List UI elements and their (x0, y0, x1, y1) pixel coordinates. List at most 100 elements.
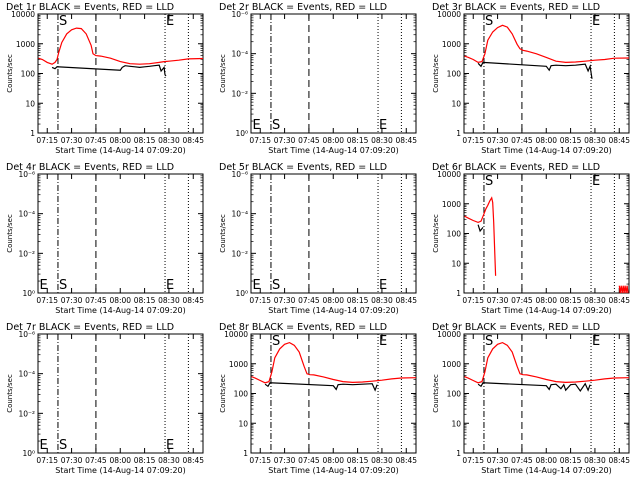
series-events (477, 382, 591, 393)
panel-det8: Det 8r BLACK = Events, RED = LLD 1 10 100 10… (219, 322, 417, 475)
y-axis-label: Counts/sec (6, 374, 14, 413)
x-tick-label: 08:30 (158, 296, 180, 305)
series-events (264, 382, 378, 392)
marker-E-left: E (252, 118, 260, 133)
marker-S: S (485, 334, 493, 349)
x-tick-label: 07:30 (61, 296, 83, 305)
x-tick-label: 08:45 (182, 296, 204, 305)
marker-S: S (59, 438, 67, 453)
y-tick-label: 100 (234, 390, 249, 399)
marker-E: E (592, 14, 600, 29)
x-tick-label: 07:15 (36, 456, 58, 465)
x-tick-label: 07:45 (298, 296, 320, 305)
x-tick-label: 07:45 (298, 136, 320, 145)
plot-frame (463, 333, 630, 454)
plot-frame (463, 173, 630, 294)
marker-E-left: E (39, 278, 47, 293)
x-tick-label: 07:15 (36, 296, 58, 305)
x-tick-label: 07:30 (487, 136, 509, 145)
marker-E: E (166, 438, 174, 453)
panel-det9: Det 9r BLACK = Events, RED = LLD 1 10 100 10… (432, 322, 630, 475)
series-events (51, 64, 167, 77)
x-tick-label: 08:45 (182, 456, 204, 465)
x-tick-label: 08:45 (395, 296, 417, 305)
x-tick-label: 07:30 (61, 136, 83, 145)
x-tick-label: 07:15 (249, 136, 271, 145)
y-tick-label: 10⁻⁴ (231, 50, 248, 59)
y-tick-label: 1 (243, 449, 248, 458)
x-tick-label: 07:45 (511, 136, 533, 145)
y-tick-label: 1 (456, 449, 461, 458)
y-tick-label: 10 (451, 419, 461, 428)
x-tick-label: 08:15 (560, 136, 582, 145)
x-tick-label: 08:30 (371, 456, 393, 465)
y-axis-label: Counts/sec (432, 54, 440, 93)
y-tick-label: 10⁻² (18, 409, 35, 418)
x-tick-label: 08:30 (584, 296, 606, 305)
x-tick-label: 07:30 (274, 456, 296, 465)
marker-S: S (59, 278, 67, 293)
chart-title: Det 5r BLACK = Events, RED = LLD (219, 162, 387, 173)
y-tick-label: 1000 (442, 40, 461, 49)
y-tick-label: 1000 (442, 360, 461, 369)
y-tick-label: 1 (456, 289, 461, 298)
series-lld (464, 196, 497, 276)
x-tick-label: 08:15 (134, 456, 156, 465)
x-tick-label: 08:00 (322, 296, 344, 305)
y-tick-label: 10⁻² (18, 249, 35, 258)
y-axis-label: Counts/sec (432, 374, 440, 413)
x-tick-label: 08:15 (134, 296, 156, 305)
marker-S: S (272, 334, 280, 349)
marker-E-left: E (39, 438, 47, 453)
x-tick-label: 07:15 (462, 136, 484, 145)
x-tick-label: 07:45 (511, 296, 533, 305)
marker-E-left: E (252, 278, 260, 293)
y-tick-label: 10⁰ (22, 289, 35, 298)
x-tick-label: 08:45 (395, 456, 417, 465)
y-tick-label: 1000 (442, 200, 461, 209)
x-tick-label: 08:00 (322, 456, 344, 465)
marker-E: E (379, 334, 387, 349)
marker-E: E (166, 14, 174, 29)
x-tick-label: 07:30 (487, 296, 509, 305)
panel-det7: Det 7r BLACK = Events, RED = LLD 10⁰ 10⁻² 1… (6, 322, 204, 475)
x-tick-label: 08:15 (347, 456, 369, 465)
y-axis-label: Counts/sec (432, 214, 440, 253)
y-tick-label: 10⁻² (231, 89, 248, 98)
y-tick-label: 10 (25, 99, 35, 108)
panel-det2: Det 2r BLACK = Events, RED = LLD 10⁰ 10⁻² 1… (219, 2, 417, 155)
series-lld (251, 341, 417, 384)
chart-title: Det 3r BLACK = Events, RED = LLD (432, 2, 600, 13)
panel-det5: Det 5r BLACK = Events, RED = LLD 10⁰ 10⁻² 1… (219, 162, 417, 315)
y-tick-label: 10 (451, 259, 461, 268)
x-tick-label: 07:30 (61, 456, 83, 465)
series-lld-tail (618, 285, 629, 294)
chart-title: Det 7r BLACK = Events, RED = LLD (6, 322, 174, 333)
y-tick-label: 10000 (11, 10, 35, 19)
y-tick-label: 100 (21, 70, 36, 79)
x-tick-label: 08:30 (584, 456, 606, 465)
x-axis-label: Start Time (14-Aug-14 07:09:20) (481, 466, 612, 475)
y-tick-label: 10⁻² (231, 249, 248, 258)
plot-frame (37, 333, 204, 454)
panel-det6: Det 6r BLACK = Events, RED = LLD 1 10 100 10… (432, 162, 630, 315)
x-tick-label: 08:00 (109, 456, 131, 465)
x-tick-label: 07:45 (511, 456, 533, 465)
y-tick-label: 10 (238, 419, 248, 428)
y-tick-label: 10⁻⁶ (18, 330, 35, 339)
x-tick-label: 08:45 (182, 136, 204, 145)
x-tick-label: 08:00 (535, 136, 557, 145)
x-tick-label: 07:15 (462, 456, 484, 465)
x-tick-label: 08:15 (560, 456, 582, 465)
chart-title: Det 8r BLACK = Events, RED = LLD (219, 322, 387, 333)
x-axis-label: Start Time (14-Aug-14 07:09:20) (481, 306, 612, 315)
x-tick-label: 07:45 (298, 456, 320, 465)
y-tick-label: 1000 (229, 360, 248, 369)
y-tick-label: 10⁻⁶ (231, 10, 248, 19)
y-tick-label: 10000 (224, 330, 248, 339)
y-tick-label: 100 (447, 230, 462, 239)
x-axis-label: Start Time (14-Aug-14 07:09:20) (481, 146, 612, 155)
y-tick-label: 10000 (437, 330, 461, 339)
marker-E: E (379, 278, 387, 293)
